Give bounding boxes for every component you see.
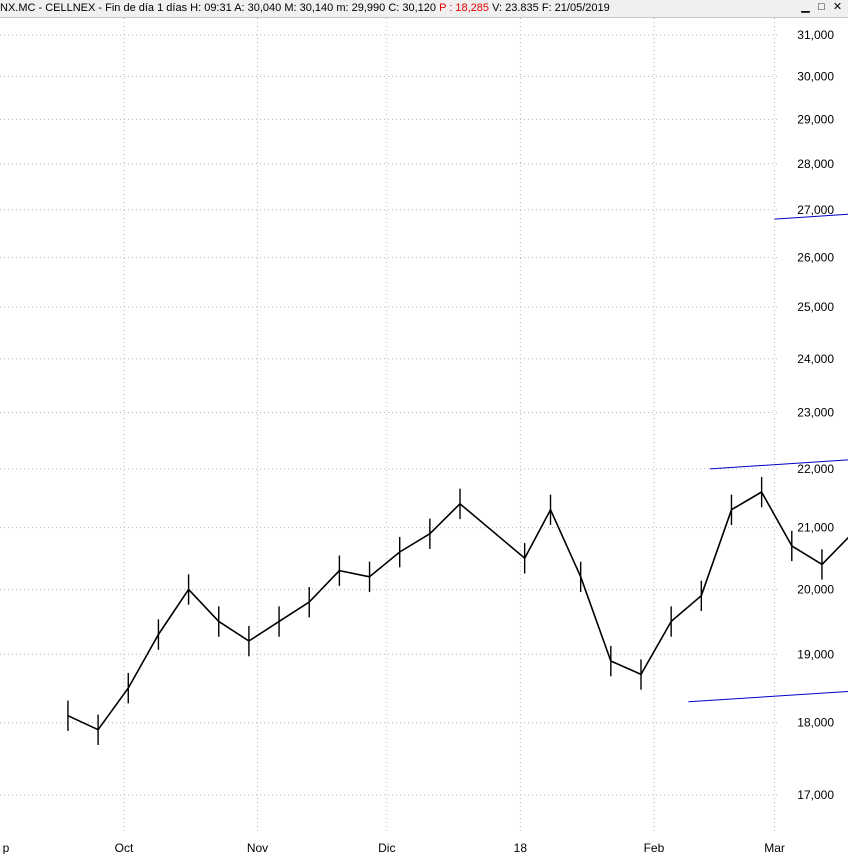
window-buttons: ▁ □ ✕ (799, 1, 844, 15)
min-value: m: 29,990 (336, 2, 386, 14)
y-tick-label: 24,000 (797, 352, 834, 366)
ticker-label: NX.MC - CELLNEX - Fin de día 1 días (0, 2, 188, 14)
trend-line-top-resistance (774, 213, 848, 220)
trend-lines (688, 213, 848, 703)
close-button[interactable]: ✕ (832, 1, 843, 13)
y-tick-label: 29,000 (797, 112, 834, 126)
price-series (67, 476, 848, 746)
y-tick-label: 17,000 (797, 788, 834, 802)
x-tick-label: Oct (115, 841, 134, 854)
y-tick-label: 20,000 (797, 582, 834, 596)
volume-value: V: 23.835 (492, 2, 539, 14)
minimize-button[interactable]: ▁ (801, 1, 810, 13)
y-tick-label: 22,000 (797, 462, 834, 476)
x-tick-label: 18 (514, 841, 528, 854)
maximize-button[interactable]: □ (818, 1, 825, 13)
x-tick-label: Dic (378, 841, 395, 854)
y-tick-label: 27,000 (797, 203, 834, 217)
y-tick-label: 25,000 (797, 300, 834, 314)
close-value: C: 30,120 (388, 2, 437, 14)
x-tick-label: Feb (644, 841, 665, 854)
price-line (67, 491, 848, 731)
price-chart: 17,000 18,000 19,000 20,000 21,000 22,000 23,0… (0, 18, 848, 854)
grid (0, 18, 778, 833)
y-tick-label: 23,000 (797, 406, 834, 420)
time-value: H: 09:31 (190, 2, 232, 14)
x-tick-label: p (3, 841, 10, 854)
x-axis-labels: pOctNovDic18FebMarAbrMayJunJulAgoSepOctN… (3, 841, 785, 854)
date-value: F: 21/05/2019 (541, 2, 610, 14)
max-value: M: 30,140 (284, 2, 334, 14)
y-tick-label: 26,000 (797, 251, 834, 265)
y-tick-label: 18,000 (797, 716, 834, 730)
x-tick-label: Mar (764, 841, 785, 854)
y-tick-label: 28,000 (797, 157, 834, 171)
y-axis-labels: 17,000 18,000 19,000 20,000 21,000 22,000 23,0… (797, 28, 834, 802)
y-tick-label: 30,000 (797, 69, 834, 83)
y-tick-label: 21,000 (797, 521, 834, 535)
y-tick-label: 31,000 (797, 28, 834, 42)
x-tick-label: Nov (247, 841, 268, 854)
y-tick-label: 19,000 (797, 647, 834, 661)
title-bar: NX.MC - CELLNEX - Fin de día 1 días H: 0… (0, 0, 848, 18)
p-value: P : 18,285 (439, 2, 490, 14)
open-value: A: 30,040 (234, 2, 282, 14)
